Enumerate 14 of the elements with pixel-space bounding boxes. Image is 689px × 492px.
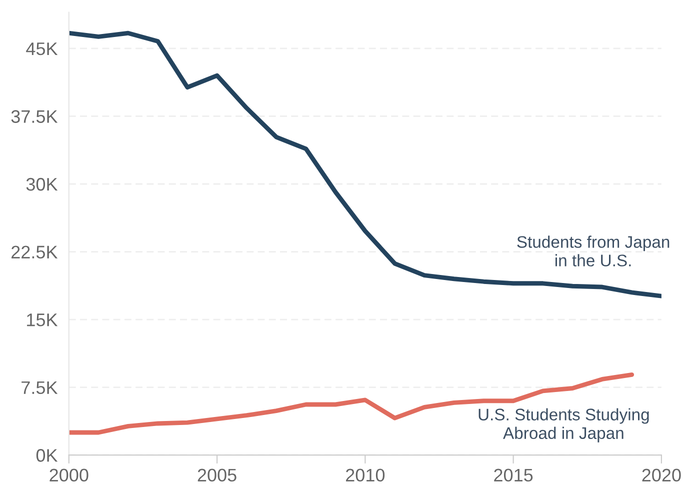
y-tick-label: 7.5K <box>22 381 58 394</box>
y-tick-label: 30K <box>26 178 58 191</box>
y-tick-label: 22.5K <box>12 246 58 258</box>
x-tick-label: 2010 <box>346 468 385 482</box>
y-tick-label: 37.5K <box>11 110 58 123</box>
x-tick-label: 2000 <box>50 468 88 482</box>
x-tick-label: 2020 <box>642 468 681 482</box>
y-tick-label: 45K <box>26 42 58 56</box>
x-tick-label: 2005 <box>198 468 236 482</box>
y-tick-label: 0K <box>36 449 58 462</box>
x-tick-label: 2015 <box>494 468 533 482</box>
series-label: U.S. Students Studying Abroad in Japan <box>478 408 649 442</box>
y-tick-label: 15K <box>27 314 58 326</box>
series-label: Students from Japan in the U.S. <box>517 236 670 266</box>
